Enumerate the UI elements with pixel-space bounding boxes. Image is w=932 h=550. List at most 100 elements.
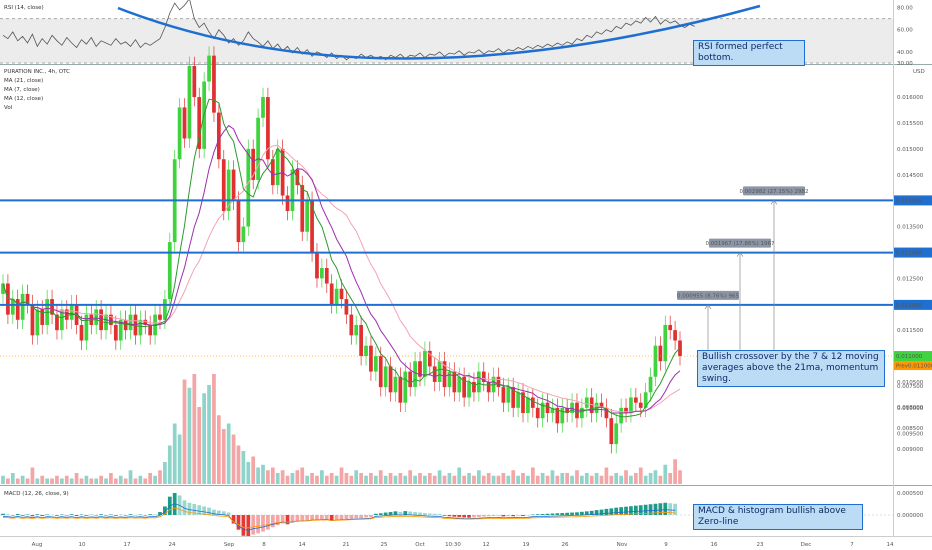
candle — [25, 293, 30, 305]
volume-bar — [633, 473, 638, 484]
macd-hist-bar — [15, 514, 20, 515]
volume-bar — [246, 462, 251, 484]
macd-hist-bar — [575, 512, 579, 515]
macd-hist-bar — [30, 515, 35, 517]
macd-hist-bar — [614, 507, 619, 515]
candle — [221, 159, 226, 212]
candle — [530, 397, 535, 408]
macd-hist-bar — [521, 515, 525, 516]
volume-bar — [192, 374, 197, 484]
macd-hist-bar — [580, 511, 584, 515]
macd-hist-bar — [467, 515, 471, 518]
candle — [246, 148, 251, 227]
candle — [565, 407, 570, 414]
macd-hist-bar — [609, 508, 614, 515]
candle — [619, 407, 623, 424]
macd-hist-bar — [472, 515, 476, 518]
measure-label-bg — [677, 290, 739, 300]
candle — [197, 97, 202, 149]
candle — [609, 418, 614, 445]
candle — [668, 324, 673, 331]
volume-bar — [113, 478, 118, 484]
candle — [418, 361, 422, 377]
macd-hist-bar — [320, 515, 324, 520]
macd-hist-bar — [202, 506, 207, 515]
macd-hist-bar — [481, 515, 486, 517]
volume-bar — [285, 475, 290, 484]
macd-hist-bar — [496, 515, 501, 516]
macd-hist-bar — [55, 515, 59, 516]
volume-bar — [462, 475, 467, 484]
candle — [403, 371, 408, 403]
macd-hist-bar — [398, 511, 403, 515]
candle — [40, 309, 45, 325]
macd-hist-bar — [408, 511, 413, 515]
macd-hist-bar — [163, 506, 167, 515]
volume-bar — [418, 473, 422, 484]
candle — [472, 381, 476, 393]
volume-bar — [310, 473, 314, 484]
candle — [20, 293, 25, 320]
candle — [182, 107, 187, 139]
macd-hist-bar — [285, 515, 290, 525]
macd-hist-bar — [84, 515, 89, 516]
macd-hist-bar — [565, 512, 570, 515]
level-price-tag — [894, 247, 932, 258]
volume-bar — [15, 478, 20, 484]
volume-bar — [604, 467, 609, 484]
symbol-legend: PURATION INC., 4h, OTC — [4, 69, 70, 75]
candle — [256, 117, 260, 180]
volume-bar — [128, 470, 133, 484]
macd-legend: MACD (12, 26, close, 9) — [4, 491, 69, 497]
candle — [506, 387, 511, 403]
prev-price-tag — [894, 361, 932, 371]
candle — [383, 366, 388, 388]
candle — [123, 319, 128, 331]
volume-bar — [526, 475, 530, 484]
signal-line — [2, 507, 676, 529]
macd-hist-bar — [535, 514, 540, 515]
volume-bar — [545, 475, 550, 484]
price-tick-label: 0.010000 — [897, 406, 924, 412]
volume-bar — [673, 459, 677, 484]
volume-bar — [334, 475, 339, 484]
volume-bar — [619, 475, 623, 484]
volume-bar — [457, 467, 462, 484]
macd-hist-bar — [550, 513, 555, 515]
rsi-tick-label: 60.00 — [897, 28, 913, 34]
time-tick-label: 24 — [169, 542, 176, 548]
macd-hist-bar — [511, 515, 516, 517]
macd-hist-bar — [555, 513, 560, 515]
macd-hist-bar — [1, 513, 5, 515]
volume-bar — [231, 434, 236, 484]
candle — [648, 376, 653, 393]
volume-bar — [50, 478, 54, 484]
volume-bar — [442, 475, 447, 484]
volume-bar — [614, 473, 619, 484]
candle — [207, 55, 211, 82]
time-tick-label: 17 — [124, 542, 131, 548]
volume-bar — [55, 475, 59, 484]
candle — [334, 288, 339, 305]
candle — [138, 319, 143, 336]
volume-bar — [565, 473, 570, 484]
macd-hist-bar — [251, 515, 256, 535]
time-tick-label: 16 — [711, 542, 718, 548]
time-tick-label: 14 — [887, 542, 894, 548]
candle — [388, 366, 393, 393]
macd-hist-bar — [673, 503, 677, 515]
macd-tick-label: 0.000000 — [897, 513, 924, 519]
price-tick-label: 0.008500 — [897, 426, 924, 432]
price-tick-label: 0.015500 — [897, 121, 924, 127]
time-tick-label: 10 — [79, 542, 86, 548]
candle — [516, 392, 520, 408]
macd-hist-bar — [256, 515, 260, 534]
macd-hist-bar — [324, 515, 329, 519]
macd-hist-bar — [619, 507, 623, 515]
measure-label: 0.002982 (27.15%) 2982 — [740, 189, 809, 195]
candle — [300, 185, 305, 232]
volume-bar — [182, 379, 187, 484]
price-tick-label: 0.015000 — [897, 147, 924, 153]
volume-bar — [89, 478, 94, 484]
